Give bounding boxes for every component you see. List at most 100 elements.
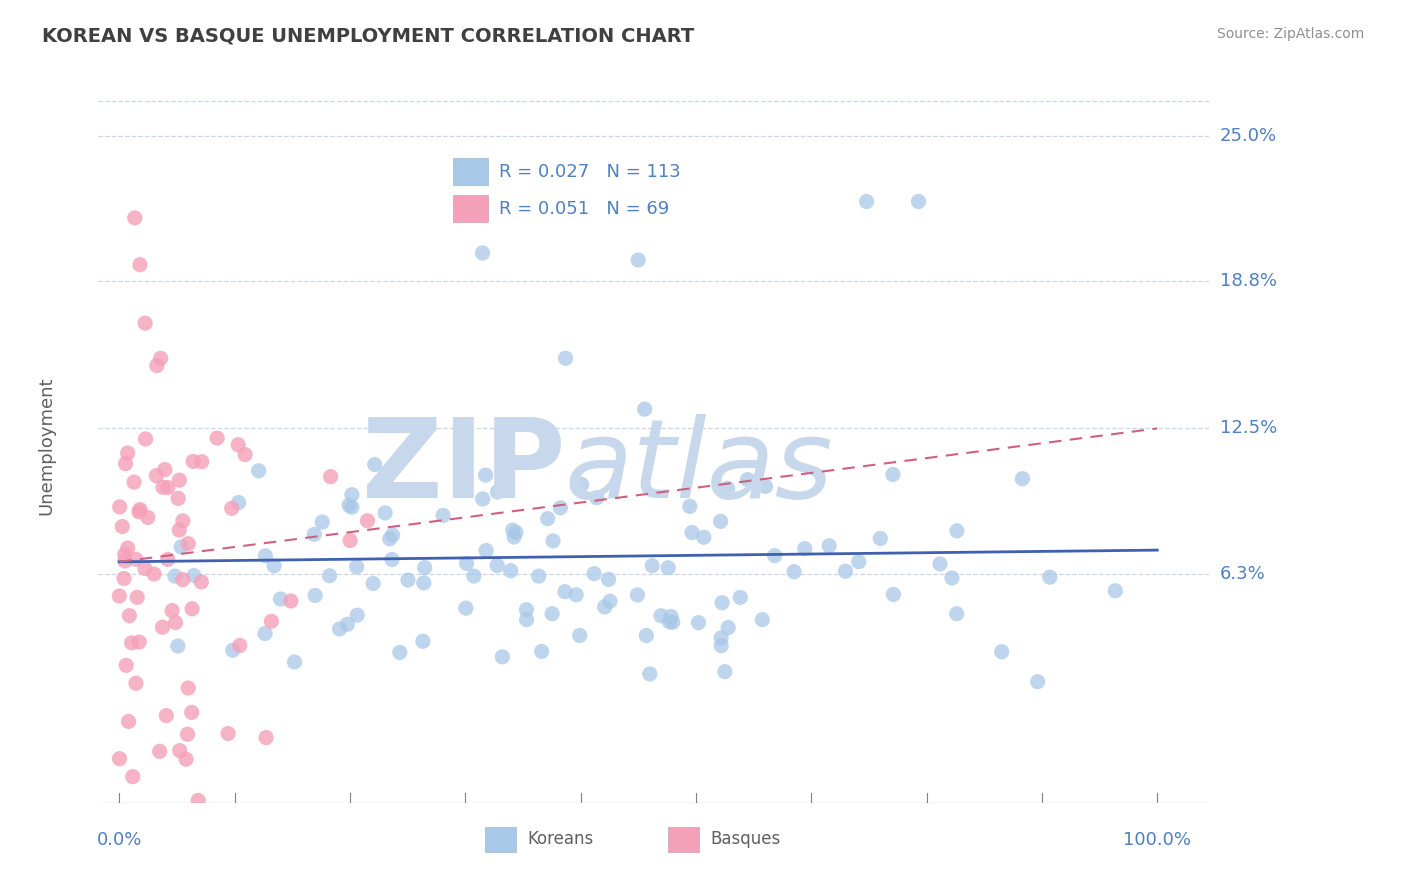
Text: 18.8%: 18.8% xyxy=(1219,272,1277,290)
Point xyxy=(515,603,537,617)
Point xyxy=(280,594,302,608)
Point xyxy=(166,639,188,653)
Text: ZIP: ZIP xyxy=(361,414,565,521)
Text: 12.5%: 12.5% xyxy=(1219,419,1277,437)
Point xyxy=(117,714,139,729)
Point xyxy=(641,558,664,573)
Point xyxy=(688,615,710,630)
Point xyxy=(491,649,513,664)
Point xyxy=(541,607,564,621)
Point xyxy=(474,468,496,483)
Point xyxy=(127,591,149,605)
Point xyxy=(346,608,368,623)
Text: 0.0%: 0.0% xyxy=(97,830,142,849)
Point xyxy=(486,484,509,499)
Point xyxy=(834,564,856,578)
Point xyxy=(374,506,396,520)
Point xyxy=(145,468,167,483)
Point xyxy=(146,359,169,373)
Point xyxy=(456,557,478,571)
Point xyxy=(155,708,177,723)
Point xyxy=(304,589,326,603)
Text: 6.3%: 6.3% xyxy=(1219,565,1265,582)
Point xyxy=(108,752,131,766)
Point xyxy=(710,631,733,645)
Point xyxy=(783,565,806,579)
Point xyxy=(108,500,131,514)
Point xyxy=(233,448,256,462)
Point xyxy=(149,351,172,366)
Point xyxy=(229,639,252,653)
Text: atlas: atlas xyxy=(565,414,834,521)
Point xyxy=(153,462,176,476)
Point xyxy=(754,479,776,493)
Point xyxy=(638,667,661,681)
Point xyxy=(163,569,186,583)
Point xyxy=(598,573,620,587)
Point xyxy=(946,524,969,538)
Point xyxy=(710,514,733,528)
Text: 25.0%: 25.0% xyxy=(1219,127,1277,145)
Point xyxy=(156,481,179,495)
Text: Koreans: Koreans xyxy=(527,830,593,848)
Point xyxy=(658,615,681,629)
Point xyxy=(170,540,193,554)
Point xyxy=(502,523,524,537)
Point xyxy=(254,549,277,563)
Point xyxy=(329,622,352,636)
Point xyxy=(848,555,870,569)
Point xyxy=(583,566,606,581)
Point xyxy=(217,726,239,740)
Point xyxy=(711,596,734,610)
Point xyxy=(361,576,384,591)
Point xyxy=(681,525,703,540)
Text: Source: ZipAtlas.com: Source: ZipAtlas.com xyxy=(1216,27,1364,41)
Point xyxy=(169,473,191,487)
Point xyxy=(165,615,187,630)
Point xyxy=(929,557,952,571)
Point xyxy=(634,402,657,417)
Point xyxy=(554,584,576,599)
Point xyxy=(657,560,679,574)
Point xyxy=(1011,472,1033,486)
Point xyxy=(190,574,212,589)
Point xyxy=(134,561,156,575)
Point xyxy=(626,588,648,602)
Point xyxy=(304,527,326,541)
Point xyxy=(124,211,146,225)
Point xyxy=(183,568,205,582)
Point xyxy=(114,457,136,471)
Point xyxy=(177,681,200,695)
Point xyxy=(432,508,454,523)
Point xyxy=(228,495,250,509)
Point xyxy=(190,455,212,469)
Point xyxy=(381,528,404,542)
Point xyxy=(650,608,672,623)
Point xyxy=(730,591,752,605)
Point xyxy=(152,480,174,494)
Point xyxy=(149,744,172,758)
Point xyxy=(463,569,485,583)
Point xyxy=(593,599,616,614)
Point xyxy=(471,246,494,260)
Point xyxy=(122,475,145,490)
Point xyxy=(571,477,593,491)
Point xyxy=(503,530,526,544)
Point xyxy=(263,558,285,573)
Point xyxy=(340,500,363,515)
Point xyxy=(499,564,522,578)
Text: KOREAN VS BASQUE UNEMPLOYMENT CORRELATION CHART: KOREAN VS BASQUE UNEMPLOYMENT CORRELATIO… xyxy=(42,27,695,45)
Point xyxy=(117,541,139,555)
Point xyxy=(486,558,509,573)
Text: Basques: Basques xyxy=(710,830,780,848)
Point xyxy=(114,554,136,568)
Point xyxy=(751,613,773,627)
Point xyxy=(475,543,498,558)
Point xyxy=(565,588,588,602)
Point xyxy=(716,481,738,495)
Point xyxy=(129,502,152,516)
Point xyxy=(869,532,891,546)
Point xyxy=(413,560,436,574)
Point xyxy=(378,532,401,546)
Point xyxy=(152,620,174,634)
